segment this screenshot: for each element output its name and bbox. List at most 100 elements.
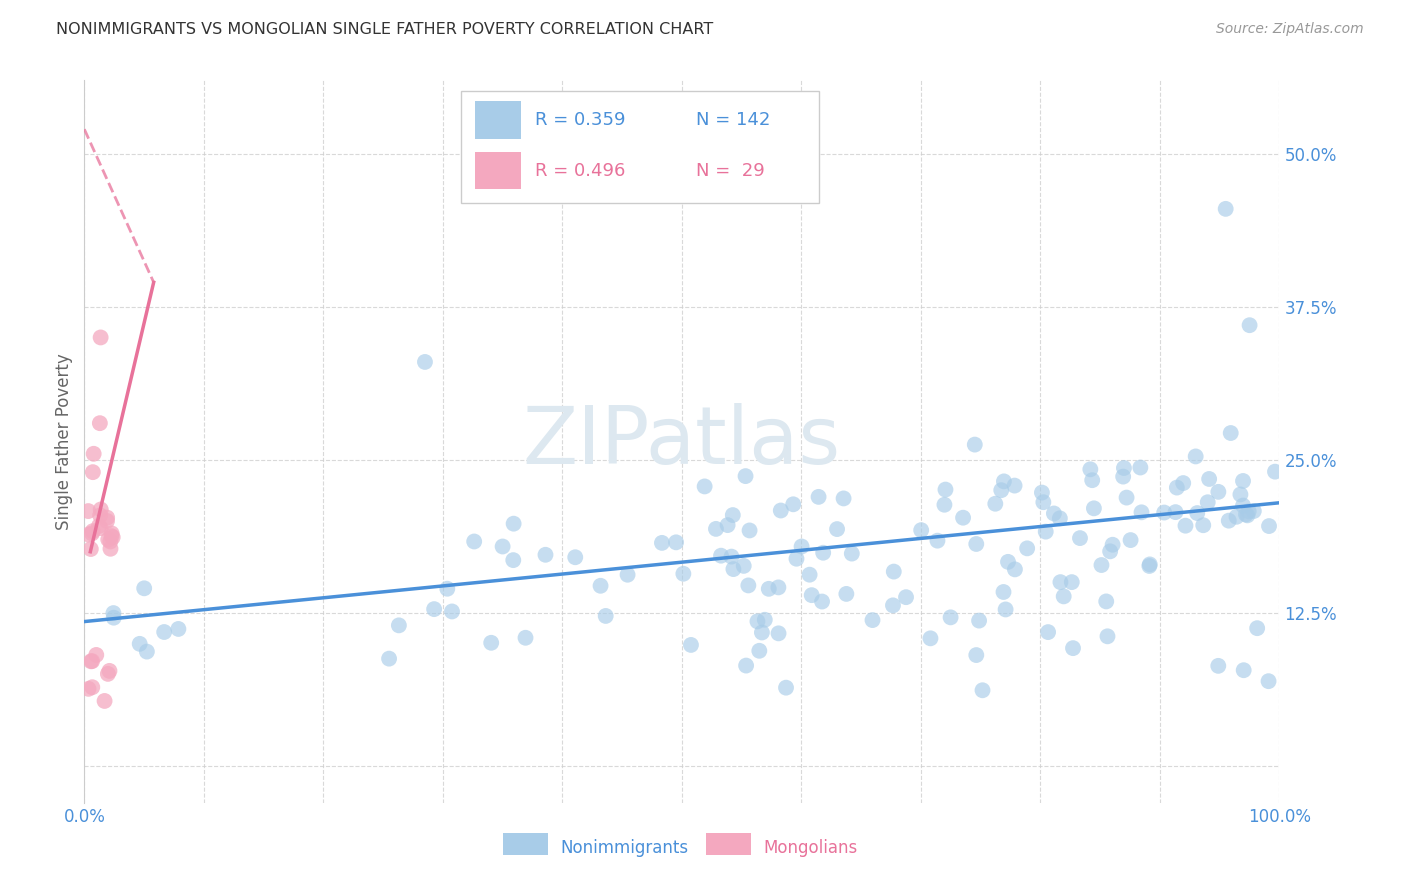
Point xyxy=(564,550,586,565)
Point xyxy=(1232,499,1254,513)
Point xyxy=(963,437,986,451)
Point xyxy=(693,479,716,493)
Point xyxy=(167,622,190,636)
Point xyxy=(413,355,436,369)
Point xyxy=(734,469,756,483)
Point xyxy=(1017,541,1039,556)
Point xyxy=(758,582,780,596)
Point xyxy=(1060,575,1083,590)
Point xyxy=(1264,465,1286,479)
Point xyxy=(811,594,834,608)
Point xyxy=(775,681,797,695)
Point xyxy=(1139,558,1161,572)
Point xyxy=(800,588,823,602)
Point xyxy=(883,565,905,579)
Point xyxy=(423,602,446,616)
Point xyxy=(1035,524,1057,539)
Point xyxy=(1237,504,1260,518)
Point xyxy=(93,694,115,708)
Point xyxy=(704,522,727,536)
Point xyxy=(737,578,759,592)
Point xyxy=(723,562,745,576)
Point xyxy=(1112,469,1135,483)
Point xyxy=(97,533,120,547)
Point xyxy=(754,613,776,627)
Point xyxy=(1115,491,1137,505)
Point xyxy=(733,558,755,573)
Point xyxy=(80,526,103,541)
Point xyxy=(80,541,103,556)
Point xyxy=(1233,663,1256,677)
Point xyxy=(841,547,863,561)
Point xyxy=(1229,487,1251,501)
Point xyxy=(479,636,502,650)
Text: Mongolians: Mongolians xyxy=(763,839,858,857)
Point xyxy=(1218,514,1240,528)
Point xyxy=(939,610,962,624)
Point xyxy=(993,585,1015,599)
Point xyxy=(1081,473,1104,487)
Point xyxy=(993,475,1015,489)
Point xyxy=(910,523,932,537)
Text: N =  29: N = 29 xyxy=(696,161,765,179)
Point xyxy=(100,541,122,556)
Point xyxy=(1219,425,1241,440)
FancyBboxPatch shape xyxy=(475,152,520,189)
Point xyxy=(463,534,485,549)
Point xyxy=(934,498,956,512)
Point xyxy=(96,510,118,524)
FancyBboxPatch shape xyxy=(706,833,751,855)
Point xyxy=(1069,531,1091,545)
Point xyxy=(1208,484,1230,499)
Text: NONIMMIGRANTS VS MONGOLIAN SINGLE FATHER POVERTY CORRELATION CHART: NONIMMIGRANTS VS MONGOLIAN SINGLE FATHER… xyxy=(56,22,713,37)
Point xyxy=(80,654,103,668)
Point xyxy=(82,524,104,539)
Point xyxy=(82,654,104,668)
Point xyxy=(98,664,121,678)
Point xyxy=(721,508,744,522)
Point xyxy=(1173,476,1195,491)
Point xyxy=(103,606,125,620)
Point xyxy=(1137,559,1160,574)
Point xyxy=(835,587,858,601)
FancyBboxPatch shape xyxy=(461,91,820,203)
Point xyxy=(651,536,673,550)
Point xyxy=(90,502,112,516)
Point xyxy=(1095,594,1118,608)
Point xyxy=(748,644,770,658)
Point xyxy=(1206,658,1229,673)
Point xyxy=(1192,518,1215,533)
Point xyxy=(862,613,884,627)
Point xyxy=(747,615,769,629)
Point xyxy=(1036,625,1059,640)
Point xyxy=(894,590,917,604)
Text: N = 142: N = 142 xyxy=(696,111,770,129)
Text: R = 0.359: R = 0.359 xyxy=(534,111,626,129)
Point xyxy=(769,503,792,517)
Point xyxy=(1101,538,1123,552)
Point xyxy=(589,579,612,593)
Point xyxy=(1225,509,1247,524)
Point xyxy=(1234,508,1257,522)
Point xyxy=(927,533,949,548)
Point xyxy=(1097,629,1119,643)
Point xyxy=(1053,590,1076,604)
Point xyxy=(534,548,557,562)
Point xyxy=(967,614,990,628)
Point xyxy=(1239,318,1261,333)
Point xyxy=(84,648,107,662)
Point xyxy=(388,618,411,632)
Point xyxy=(134,582,156,596)
Point xyxy=(1031,485,1053,500)
Point xyxy=(1090,558,1112,572)
Point xyxy=(1187,506,1209,520)
Point xyxy=(1129,460,1152,475)
Point xyxy=(1049,511,1071,525)
Point xyxy=(82,680,104,694)
Text: Source: ZipAtlas.com: Source: ZipAtlas.com xyxy=(1216,22,1364,37)
Point xyxy=(972,683,994,698)
Point xyxy=(832,491,855,506)
Point xyxy=(1119,533,1142,547)
Point xyxy=(720,549,742,564)
Point xyxy=(1112,461,1135,475)
